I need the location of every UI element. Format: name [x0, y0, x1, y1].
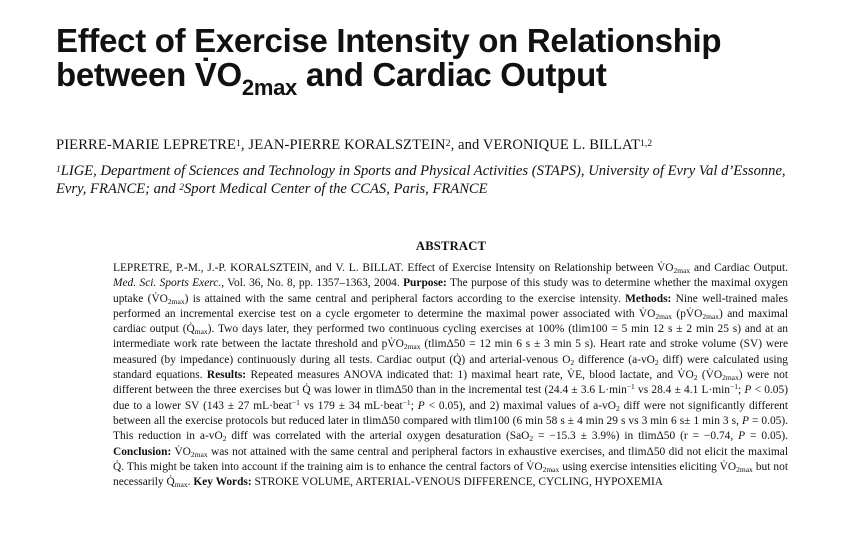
subscript: 2max	[655, 311, 672, 321]
abstract-text: < 0.05), and 2) maximal values of a-vO	[424, 399, 616, 412]
abstract-text: V̇O	[171, 445, 191, 458]
abstract-text: difference (a-vO	[574, 353, 655, 366]
abstract-text: , Vol. 36, No. 8, pp. 1357–1363, 2004.	[221, 277, 404, 290]
abstract-text: (tlimΔ50 = 12 min 6 s ± 3 min 5 s). Hear…	[113, 338, 788, 366]
superscript: −1	[291, 397, 300, 407]
subscript: 2	[654, 357, 659, 367]
subscript: 2	[615, 403, 620, 413]
author-1-affil: 1	[236, 139, 241, 149]
abstract-text: The purpose of this study was to determi…	[113, 277, 788, 305]
purpose-label: Purpose:	[403, 277, 447, 290]
abstract-text: diff was correlated with the arterial ox…	[226, 430, 530, 443]
subscript: max	[194, 327, 208, 337]
abstract-text: Repeated measures ANOVA indicated that: …	[246, 369, 694, 382]
abstract-text: ) and maximal cardiac output (Q̇	[113, 307, 788, 336]
subscript: 2	[693, 373, 698, 383]
citation-text: LEPRETRE, P.-M., J.-P. KORALSZTEIN, and …	[113, 262, 674, 274]
subscript: 2max	[736, 464, 753, 474]
p-symbol: P	[741, 414, 749, 427]
author-3: , and VERONIQUE L. BILLAT	[450, 137, 641, 153]
abstract-text: ) were not different between the three e…	[113, 369, 788, 397]
conclusion-label: Conclusion:	[113, 445, 172, 458]
subscript: 2max	[403, 342, 421, 352]
affil-1-text: LIGE, Department of Sciences and Technol…	[56, 163, 786, 197]
subscript: 2	[570, 357, 575, 367]
affiliations: 1LIGE, Department of Sciences and Techno…	[56, 162, 801, 198]
affil-2-text: Sport Medical Center of the CCAS, Paris,…	[183, 181, 488, 197]
subscript: 2max	[542, 464, 560, 474]
abstract-text: ;	[410, 399, 418, 412]
abstract-heading: ABSTRACT	[415, 239, 487, 253]
author-list: PIERRE-MARIE LEPRETRE1, JEAN-PIERRE KORA…	[56, 136, 846, 154]
p-symbol: P	[417, 399, 425, 412]
title-suffix: and Cardiac Output	[296, 56, 607, 93]
abstract-text: (pV̇O	[671, 307, 703, 320]
affil-1-marker: 1	[56, 165, 61, 175]
author-3-affil: 1,2	[640, 139, 653, 149]
abstract-text: < 0.05) due to a lower SV (143 ± 27 mL·b…	[113, 384, 788, 412]
subscript: 2max	[167, 296, 185, 306]
abstract-text: ;	[738, 384, 745, 397]
title-vo2-text: between V̇O	[56, 56, 242, 93]
abstract-text: = −15.3 ± 3.9%) in tlimΔ50 (r = −0.74,	[533, 430, 739, 443]
subscript: 2max	[722, 373, 739, 383]
subscript: 2	[222, 434, 227, 444]
abstract-text: = 0.05). This reduction in a-vO	[113, 414, 788, 443]
superscript: −1	[402, 397, 411, 407]
abstract-text: ). Two days later, they performed two co…	[113, 323, 789, 351]
results-label: Results:	[206, 369, 247, 382]
abstract-text: was not attained with the same central a…	[113, 445, 789, 473]
author-2: , JEAN-PIERRE KORALSZTEIN	[240, 137, 446, 153]
p-symbol: P	[738, 430, 746, 443]
methods-label: Methods:	[625, 292, 672, 305]
subscript: 2max	[702, 311, 720, 321]
author-1: PIERRE-MARIE LEPRETRE	[56, 137, 237, 153]
abstract-text: using exercise intensities eliciting V̇O	[559, 460, 737, 473]
abstract-text: .	[187, 476, 194, 489]
title-line-1: Effect of Exercise Intensity on Relation…	[56, 22, 722, 59]
abstract-text: (V̇O	[697, 369, 723, 382]
superscript: −1	[626, 382, 635, 392]
abstract-text: Nine well-trained males performed an inc…	[113, 292, 788, 320]
subscript: 2max	[673, 266, 691, 275]
article-title: Effect of Exercise Intensity on Relation…	[56, 22, 846, 101]
abstract-text: and Cardiac Output.	[690, 262, 788, 274]
abstract-text: vs 28.4 ± 4.1 L·min	[634, 384, 731, 397]
abstract-text: ) is attained with the same central and …	[184, 292, 626, 305]
abstract-text: vs 179 ± 34 mL·beat	[299, 399, 403, 412]
journal-name: Med. Sci. Sports Exerc.	[113, 277, 222, 290]
superscript: −1	[730, 382, 738, 392]
subscript: 2	[529, 434, 534, 444]
subscript: 2max	[190, 449, 208, 459]
keywords-text: STROKE VOLUME, ARTERIAL-VENOUS DIFFERENC…	[251, 476, 664, 489]
keywords-label: Key Words:	[193, 476, 252, 489]
affil-2-marker: 2	[179, 183, 184, 193]
abstract-text: = 0.05).	[745, 430, 788, 443]
abstract-text: diff) were calculated using standard equ…	[113, 353, 788, 382]
subscript: max	[174, 480, 188, 490]
title-line-2: between V̇O2max and Cardiac Output	[56, 56, 846, 101]
abstract-text: diff were not significantly different be…	[113, 399, 788, 427]
abstract-text: but not necessarily Q̇	[113, 460, 788, 489]
title-subscript: 2max	[241, 75, 297, 100]
p-symbol: P	[744, 384, 752, 397]
abstract-body: LEPRETRE, P.-M., J.-P. KORALSZTEIN, and …	[113, 261, 788, 490]
author-2-affil: 2	[445, 139, 451, 149]
